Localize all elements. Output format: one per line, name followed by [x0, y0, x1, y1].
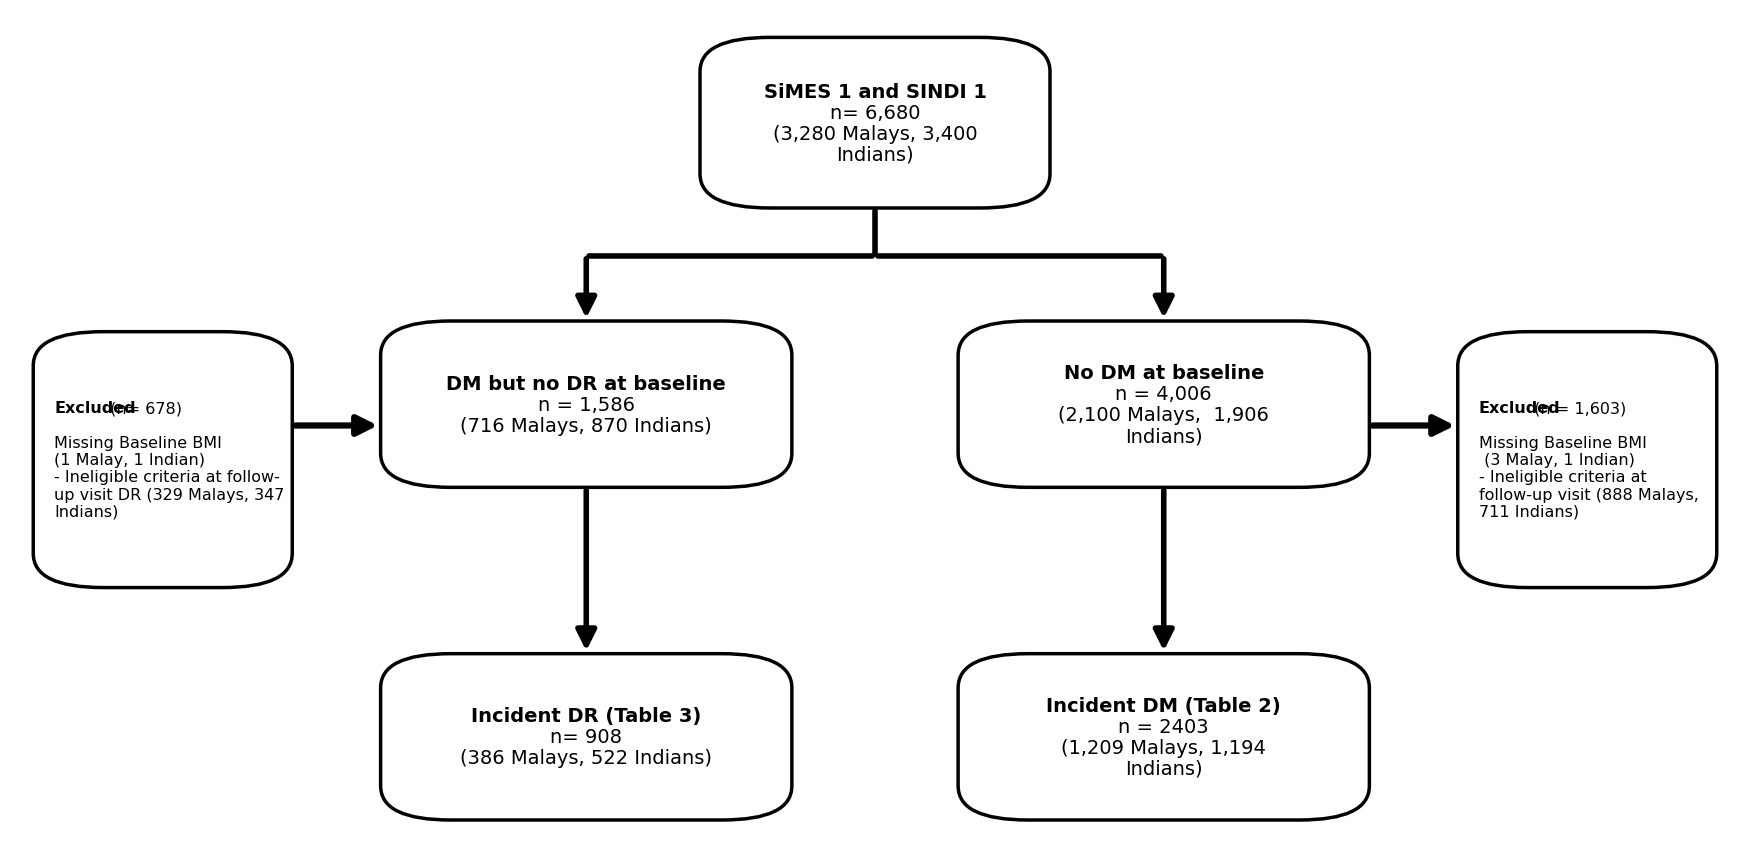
Text: Missing Baseline BMI: Missing Baseline BMI: [1479, 435, 1647, 451]
Text: SiMES 1 and SINDI 1: SiMES 1 and SINDI 1: [763, 83, 987, 101]
Text: (2,100 Malays,  1,906: (2,100 Malays, 1,906: [1059, 406, 1269, 424]
Text: Incident DR (Table 3): Incident DR (Table 3): [471, 706, 702, 726]
Text: Excluded: Excluded: [1479, 401, 1561, 416]
Text: No DM at baseline: No DM at baseline: [1064, 364, 1264, 383]
Text: Indians): Indians): [1125, 427, 1202, 446]
Text: Excluded: Excluded: [54, 401, 136, 416]
Text: (1,209 Malays, 1,194: (1,209 Malays, 1,194: [1060, 738, 1267, 757]
Text: Missing Baseline BMI: Missing Baseline BMI: [54, 435, 222, 451]
Text: (716 Malays, 870 Indians): (716 Malays, 870 Indians): [460, 416, 712, 435]
Text: - Ineligible criteria at follow-: - Ineligible criteria at follow-: [54, 469, 280, 485]
Text: n = 1,586: n = 1,586: [537, 395, 635, 414]
Text: Indians): Indians): [1125, 759, 1202, 778]
FancyBboxPatch shape: [1458, 332, 1717, 588]
FancyBboxPatch shape: [33, 332, 292, 588]
FancyBboxPatch shape: [959, 321, 1370, 487]
FancyBboxPatch shape: [382, 321, 791, 487]
Text: n= 908: n= 908: [550, 728, 623, 746]
Text: Incident DM (Table 2): Incident DM (Table 2): [1046, 696, 1281, 715]
FancyBboxPatch shape: [382, 654, 791, 820]
Text: up visit DR (329 Malays, 347: up visit DR (329 Malays, 347: [54, 487, 285, 502]
Text: n = 2403: n = 2403: [1118, 717, 1209, 736]
Text: Indians): Indians): [54, 504, 119, 519]
Text: (3,280 Malays, 3,400: (3,280 Malays, 3,400: [774, 124, 977, 143]
Text: (386 Malays, 522 Indians): (386 Malays, 522 Indians): [460, 748, 712, 768]
Text: n = 4,006: n = 4,006: [1115, 385, 1213, 404]
Text: (3 Malay, 1 Indian): (3 Malay, 1 Indian): [1479, 452, 1635, 468]
FancyBboxPatch shape: [700, 38, 1050, 209]
Text: - Ineligible criteria at: - Ineligible criteria at: [1479, 469, 1647, 485]
Text: n= 6,680: n= 6,680: [830, 104, 921, 123]
Text: (n= 678): (n= 678): [105, 401, 182, 416]
Text: Indians): Indians): [836, 146, 914, 164]
Text: DM but no DR at baseline: DM but no DR at baseline: [446, 374, 726, 394]
Text: 711 Indians): 711 Indians): [1479, 504, 1578, 519]
Text: (n = 1,603): (n = 1,603): [1530, 401, 1626, 416]
FancyBboxPatch shape: [959, 654, 1370, 820]
Text: (1 Malay, 1 Indian): (1 Malay, 1 Indian): [54, 452, 205, 468]
Text: follow-up visit (888 Malays,: follow-up visit (888 Malays,: [1479, 487, 1699, 502]
